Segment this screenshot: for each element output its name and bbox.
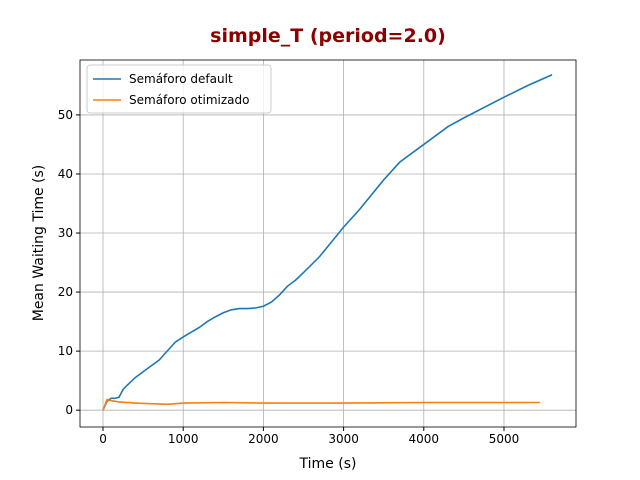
- legend-box: [86, 64, 272, 114]
- x-tick-label: 3000: [328, 432, 359, 446]
- y-tick-label: 50: [58, 108, 73, 122]
- x-axis-label: Time (s): [299, 456, 357, 472]
- x-tick-label: 4000: [409, 432, 440, 446]
- y-tick-label: 40: [58, 167, 73, 181]
- legend-label: Semáforo default: [129, 72, 233, 86]
- x-tick-label: 5000: [489, 432, 520, 446]
- y-tick-label: 10: [58, 344, 73, 358]
- chart-title: simple_T (period=2.0): [210, 25, 446, 47]
- y-tick-label: 20: [58, 285, 73, 299]
- line-series: [102, 74, 553, 411]
- y-tick-label: 0: [65, 403, 73, 417]
- y-axis-label: Mean Waiting Time (s): [31, 165, 47, 322]
- legend-label: Semáforo otimizado: [129, 93, 249, 107]
- x-tick-label: 0: [99, 432, 107, 446]
- line-series: [102, 398, 541, 411]
- x-tick-label: 1000: [168, 432, 199, 446]
- y-tick-label: 30: [58, 226, 73, 240]
- x-tick-label: 2000: [248, 432, 279, 446]
- plot-frame: [79, 59, 577, 428]
